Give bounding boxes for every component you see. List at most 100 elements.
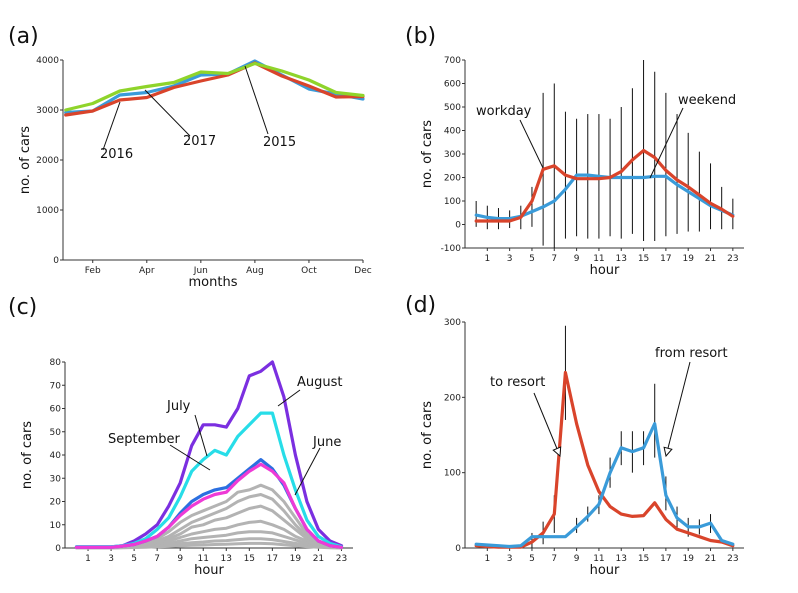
x-tick-label: 15 xyxy=(638,554,649,564)
y-tick-label: 50 xyxy=(50,428,62,438)
annotation-arrowhead xyxy=(663,446,673,458)
panel-label: (b) xyxy=(405,24,436,49)
y-tick-label: 600 xyxy=(444,80,461,90)
panel-a: (a) 0 1000 2000 3000 4000 Feb Apr Jun Aug Oct Dec mo… xyxy=(8,24,372,290)
y-tick-label: 200 xyxy=(444,174,461,184)
y-tick-label: 500 xyxy=(444,103,461,113)
series-line-2015 xyxy=(64,59,365,115)
x-tick-label: 13 xyxy=(221,554,232,564)
annotation-label: September xyxy=(108,432,181,447)
x-tick-label: Aug xyxy=(246,266,264,276)
annotation-label: June xyxy=(312,435,341,450)
y-tick-label: 0 xyxy=(455,544,461,554)
panel-label: (a) xyxy=(8,24,39,49)
x-tick-label: 1 xyxy=(85,554,91,564)
x-axis-label: hour xyxy=(590,563,620,578)
x-tick-label: 5 xyxy=(131,554,137,564)
y-tick-label: 700 xyxy=(444,56,461,66)
y-tick-label: 200 xyxy=(444,393,461,403)
x-tick-label: Feb xyxy=(85,266,101,276)
annotation-arrowhead xyxy=(552,446,562,458)
series-line-to-resort xyxy=(474,370,735,549)
x-tick-label: 19 xyxy=(682,554,694,564)
annotation-leader xyxy=(169,444,211,471)
annotation-leader xyxy=(649,107,684,179)
annotation-leader xyxy=(533,392,561,457)
y-tick-label: 60 xyxy=(50,405,62,415)
y-tick-label: 4000 xyxy=(36,56,59,66)
series-line-2017 xyxy=(64,61,365,112)
annotation-label: workday xyxy=(476,104,532,119)
x-tick-label: 5 xyxy=(529,554,535,564)
annotation-label: to resort xyxy=(490,375,545,390)
x-tick-label: 3 xyxy=(507,554,513,564)
x-tick-label: 15 xyxy=(638,254,649,264)
annotation-leader xyxy=(144,89,191,137)
series-line-workday xyxy=(474,148,735,223)
annotation-label: 2016 xyxy=(100,147,133,162)
x-tick-label: 3 xyxy=(108,554,114,564)
x-tick-label: 7 xyxy=(551,254,557,264)
y-tick-label: 100 xyxy=(444,469,461,479)
x-tick-label: 9 xyxy=(574,554,580,564)
x-tick-label: 19 xyxy=(682,254,694,264)
x-axis-label: hour xyxy=(590,263,620,278)
y-tick-label: 100 xyxy=(444,197,461,207)
annotation-leader xyxy=(519,119,544,169)
x-tick-label: Dec xyxy=(354,266,371,276)
annotation-label: 2015 xyxy=(263,135,296,150)
y-tick-label: 40 xyxy=(50,451,62,461)
y-tick-label: -100 xyxy=(441,244,462,254)
y-tick-label: 300 xyxy=(444,318,461,328)
x-tick-label: 17 xyxy=(660,254,671,264)
x-tick-label: 13 xyxy=(616,254,627,264)
annotation-label: from resort xyxy=(655,346,728,361)
x-tick-label: 11 xyxy=(593,254,604,264)
x-tick-label: 9 xyxy=(177,554,183,564)
x-tick-label: Oct xyxy=(301,266,317,276)
x-tick-label: 11 xyxy=(593,554,604,564)
annotation-leader xyxy=(277,389,301,407)
x-tick-label: 21 xyxy=(705,554,716,564)
y-tick-label: 0 xyxy=(455,221,461,231)
y-tick-label: 400 xyxy=(444,127,461,137)
y-tick-label: 3000 xyxy=(36,106,59,116)
y-tick-label: 2000 xyxy=(36,156,59,166)
x-tick-label: 17 xyxy=(267,554,278,564)
x-tick-label: 17 xyxy=(660,554,671,564)
panel-label: (d) xyxy=(405,293,436,318)
annotation-leader xyxy=(665,361,691,457)
annotation-label: weekend xyxy=(678,93,736,108)
x-tick-label: 23 xyxy=(336,554,347,564)
x-tick-label: 21 xyxy=(313,554,324,564)
y-tick-label: 0 xyxy=(53,256,59,266)
x-tick-label: 3 xyxy=(507,254,513,264)
y-tick-label: 10 xyxy=(50,521,62,531)
x-tick-label: 1 xyxy=(484,554,490,564)
series-line-2016 xyxy=(64,61,365,117)
annotation-leader xyxy=(294,447,321,496)
y-axis-label: no. of cars xyxy=(20,421,35,489)
x-tick-label: 23 xyxy=(727,254,738,264)
x-tick-label: 9 xyxy=(574,254,580,264)
x-tick-label: 1 xyxy=(484,254,490,264)
y-axis-label: no. of cars xyxy=(420,120,435,188)
x-tick-label: Apr xyxy=(139,266,155,276)
x-axis-label: months xyxy=(189,275,238,290)
series-line-from-resort xyxy=(474,422,735,549)
x-tick-label: 19 xyxy=(290,554,302,564)
annotation-leader xyxy=(194,414,208,457)
x-axis-label: hour xyxy=(194,563,224,578)
x-tick-label: 7 xyxy=(551,554,557,564)
x-tick-label: 13 xyxy=(616,554,627,564)
y-tick-label: 0 xyxy=(55,544,61,554)
series-line-september xyxy=(74,462,344,549)
y-tick-label: 70 xyxy=(50,381,62,391)
y-axis-label: no. of cars xyxy=(420,401,435,469)
x-tick-label: 11 xyxy=(198,554,209,564)
series-line-weekend xyxy=(474,173,735,221)
